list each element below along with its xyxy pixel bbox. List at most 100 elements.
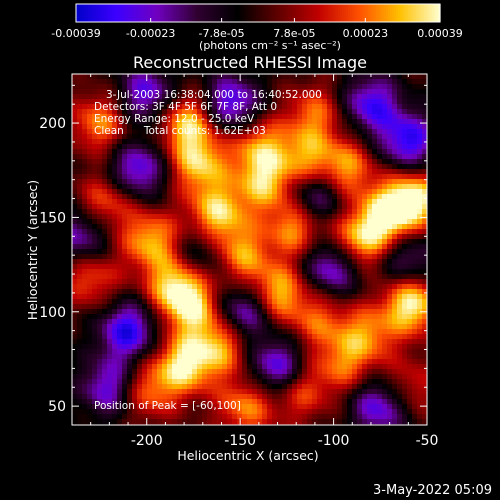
heatmap-cell — [377, 74, 383, 80]
heatmap-cell — [217, 174, 223, 180]
heatmap-cell — [97, 129, 103, 135]
heatmap-cell — [142, 209, 148, 215]
heatmap-cell — [362, 189, 368, 195]
heatmap-cell — [342, 244, 348, 250]
heatmap-cell — [97, 314, 103, 320]
heatmap-cell — [112, 364, 118, 370]
heatmap-cell — [247, 294, 253, 300]
heatmap-cell — [132, 284, 138, 290]
heatmap-cell — [77, 354, 83, 360]
heatmap-cell — [417, 344, 423, 350]
heatmap-cell — [82, 269, 88, 275]
heatmap-cell — [142, 269, 148, 275]
heatmap-cell — [102, 74, 108, 80]
heatmap-cell — [222, 184, 228, 190]
heatmap-cell — [257, 199, 263, 205]
colorbar-tick-label: 0.00039 — [417, 27, 463, 40]
heatmap-cell — [307, 139, 313, 145]
heatmap-cell — [87, 364, 93, 370]
heatmap-cell — [152, 364, 158, 370]
heatmap-cell — [157, 194, 163, 200]
heatmap-cell — [72, 284, 78, 290]
heatmap-cell — [182, 359, 188, 365]
heatmap-cell — [227, 139, 233, 145]
heatmap-cell — [112, 404, 118, 410]
heatmap-cell — [127, 84, 133, 90]
heatmap-cell — [82, 274, 88, 280]
heatmap-cell — [347, 79, 353, 85]
heatmap-cell — [182, 319, 188, 325]
heatmap-cell — [412, 74, 418, 80]
heatmap-cell — [107, 374, 113, 380]
heatmap-cell — [387, 169, 393, 175]
heatmap-cell — [142, 154, 148, 160]
heatmap-cell — [137, 189, 143, 195]
heatmap-cell — [272, 279, 278, 285]
heatmap-cell — [277, 269, 283, 275]
heatmap-cell — [87, 129, 93, 135]
heatmap-cell — [322, 234, 328, 240]
heatmap-cell — [87, 304, 93, 310]
heatmap-cell — [127, 179, 133, 185]
heatmap-cell — [357, 354, 363, 360]
heatmap-cell — [382, 79, 388, 85]
heatmap-cell — [212, 349, 218, 355]
heatmap-cell — [337, 139, 343, 145]
heatmap-cell — [407, 279, 413, 285]
heatmap-cell — [112, 204, 118, 210]
heatmap-cell — [417, 174, 423, 180]
heatmap-cell — [172, 129, 178, 135]
heatmap-cell — [117, 259, 123, 265]
heatmap-cell — [162, 249, 168, 255]
heatmap-cell — [307, 119, 313, 125]
heatmap-cell — [137, 169, 143, 175]
heatmap-cell — [82, 129, 88, 135]
heatmap-cell — [127, 354, 133, 360]
heatmap-cell — [247, 199, 253, 205]
heatmap-cell — [332, 304, 338, 310]
heatmap-cell — [392, 254, 398, 260]
heatmap-cell — [117, 269, 123, 275]
heatmap-cell — [127, 329, 133, 335]
heatmap-cell — [392, 264, 398, 270]
heatmap-cell — [367, 254, 373, 260]
heatmap-cell — [367, 129, 373, 135]
heatmap-cell — [287, 129, 293, 135]
heatmap-cell — [207, 364, 213, 370]
heatmap-cell — [327, 299, 333, 305]
colorbar-cell — [302, 4, 305, 22]
heatmap-cell — [362, 274, 368, 280]
colorbar-cell — [288, 4, 291, 22]
heatmap-cell — [342, 139, 348, 145]
heatmap-cell — [282, 84, 288, 90]
heatmap-cell — [217, 369, 223, 375]
heatmap-cell — [182, 104, 188, 110]
heatmap-cell — [322, 149, 328, 155]
heatmap-cell — [137, 294, 143, 300]
heatmap-cell — [412, 319, 418, 325]
heatmap-cell — [292, 354, 298, 360]
heatmap-cell — [152, 99, 158, 105]
heatmap-cell — [172, 349, 178, 355]
heatmap-cell — [242, 174, 248, 180]
heatmap-cell — [362, 314, 368, 320]
heatmap-cell — [192, 144, 198, 150]
heatmap-cell — [252, 234, 258, 240]
heatmap-cell — [252, 304, 258, 310]
heatmap-cell — [252, 259, 258, 265]
heatmap-cell — [182, 244, 188, 250]
heatmap-cell — [132, 294, 138, 300]
heatmap-cell — [272, 274, 278, 280]
heatmap-cell — [312, 269, 318, 275]
heatmap-cell — [307, 209, 313, 215]
heatmap-cell — [382, 399, 388, 405]
heatmap-cell — [152, 144, 158, 150]
heatmap-cell — [347, 139, 353, 145]
heatmap-cell — [72, 384, 78, 390]
heatmap-cell — [412, 394, 418, 400]
heatmap-cell — [382, 169, 388, 175]
heatmap-cell — [277, 329, 283, 335]
heatmap-cell — [302, 234, 308, 240]
heatmap-cell — [332, 334, 338, 340]
heatmap-cell — [347, 299, 353, 305]
